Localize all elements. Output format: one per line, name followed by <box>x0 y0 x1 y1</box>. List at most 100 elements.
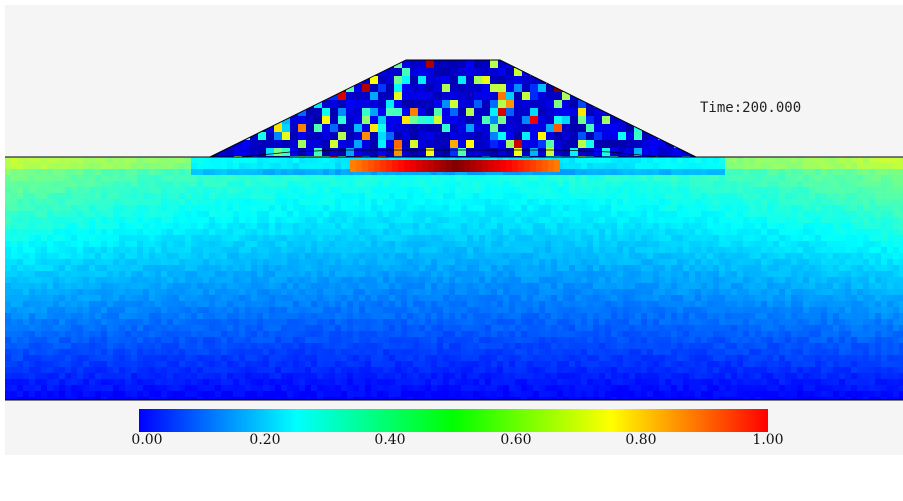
field-cell <box>713 331 719 337</box>
field-cell <box>179 331 185 337</box>
field-cell <box>851 181 857 187</box>
field-cell <box>335 199 341 205</box>
field-cell <box>311 265 317 271</box>
field-cell <box>881 283 887 289</box>
field-cell <box>329 223 335 229</box>
field-cell <box>713 313 719 319</box>
field-cell <box>653 343 659 349</box>
field-cell <box>581 313 587 319</box>
field-cell <box>359 247 365 253</box>
field-cell <box>143 253 149 259</box>
field-cell <box>449 331 455 337</box>
field-cell <box>671 157 677 163</box>
field-cell <box>479 331 485 337</box>
field-cell <box>581 163 587 169</box>
field-cell <box>653 163 659 169</box>
field-cell <box>791 187 797 193</box>
field-cell <box>383 235 389 241</box>
field-cell <box>773 241 779 247</box>
field-cell <box>809 205 815 211</box>
field-cell <box>695 319 701 325</box>
field-cell <box>593 259 599 265</box>
field-cell <box>239 349 245 355</box>
field-cell <box>689 187 695 193</box>
field-cell <box>809 199 815 205</box>
field-cell <box>851 337 857 343</box>
field-cell <box>95 187 101 193</box>
field-cell <box>341 241 347 247</box>
field-cell <box>29 277 35 283</box>
field-cell <box>701 349 707 355</box>
field-cell <box>653 307 659 313</box>
field-cell <box>83 241 89 247</box>
field-cell <box>149 349 155 355</box>
field-cell <box>257 289 263 295</box>
field-cell <box>71 211 77 217</box>
field-cell <box>467 259 473 265</box>
field-cell <box>527 343 533 349</box>
field-cell <box>503 313 509 319</box>
field-cell <box>785 289 791 295</box>
field-cell <box>503 241 509 247</box>
field-cell <box>113 325 119 331</box>
field-cell <box>371 331 377 337</box>
field-cell <box>851 289 857 295</box>
field-cell <box>719 295 725 301</box>
field-cell <box>587 163 593 169</box>
field-cell <box>395 349 401 355</box>
field-cell <box>701 253 707 259</box>
field-cell <box>689 175 695 181</box>
field-cell <box>161 205 167 211</box>
field-cell <box>527 319 533 325</box>
field-cell <box>611 199 617 205</box>
field-cell <box>815 337 821 343</box>
field-cell <box>335 295 341 301</box>
field-cell <box>485 313 491 319</box>
field-cell <box>743 277 749 283</box>
field-cell <box>125 295 131 301</box>
field-cell <box>209 355 215 361</box>
field-cell <box>353 253 359 259</box>
field-cell <box>743 283 749 289</box>
field-cell <box>395 343 401 349</box>
field-cell <box>701 325 707 331</box>
field-cell <box>593 187 599 193</box>
field-cell <box>671 199 677 205</box>
field-cell <box>821 295 827 301</box>
field-cell <box>89 331 95 337</box>
field-cell <box>677 295 683 301</box>
field-cell <box>65 253 71 259</box>
field-cell <box>95 325 101 331</box>
field-cell <box>521 271 527 277</box>
field-cell <box>551 199 557 205</box>
field-cell <box>341 163 347 169</box>
field-cell <box>125 319 131 325</box>
field-cell <box>299 163 305 169</box>
field-cell <box>167 235 173 241</box>
field-cell <box>191 205 197 211</box>
field-cell <box>563 181 569 187</box>
field-cell <box>269 175 275 181</box>
field-cell <box>845 181 851 187</box>
field-cell <box>263 247 269 253</box>
field-cell <box>605 199 611 205</box>
field-cell <box>95 217 101 223</box>
field-cell <box>749 229 755 235</box>
field-cell <box>593 247 599 253</box>
field-cell <box>137 307 143 313</box>
field-cell <box>377 265 383 271</box>
field-cell <box>767 163 773 169</box>
field-cell <box>107 283 113 289</box>
field-cell <box>359 319 365 325</box>
field-cell <box>461 199 467 205</box>
field-cell <box>647 283 653 289</box>
field-cell <box>743 157 749 163</box>
field-cell <box>569 331 575 337</box>
field-cell <box>293 181 299 187</box>
field-cell <box>77 331 83 337</box>
field-cell <box>119 223 125 229</box>
field-cell <box>41 175 47 181</box>
field-cell <box>251 283 257 289</box>
field-cell <box>497 349 503 355</box>
field-cell <box>365 247 371 253</box>
